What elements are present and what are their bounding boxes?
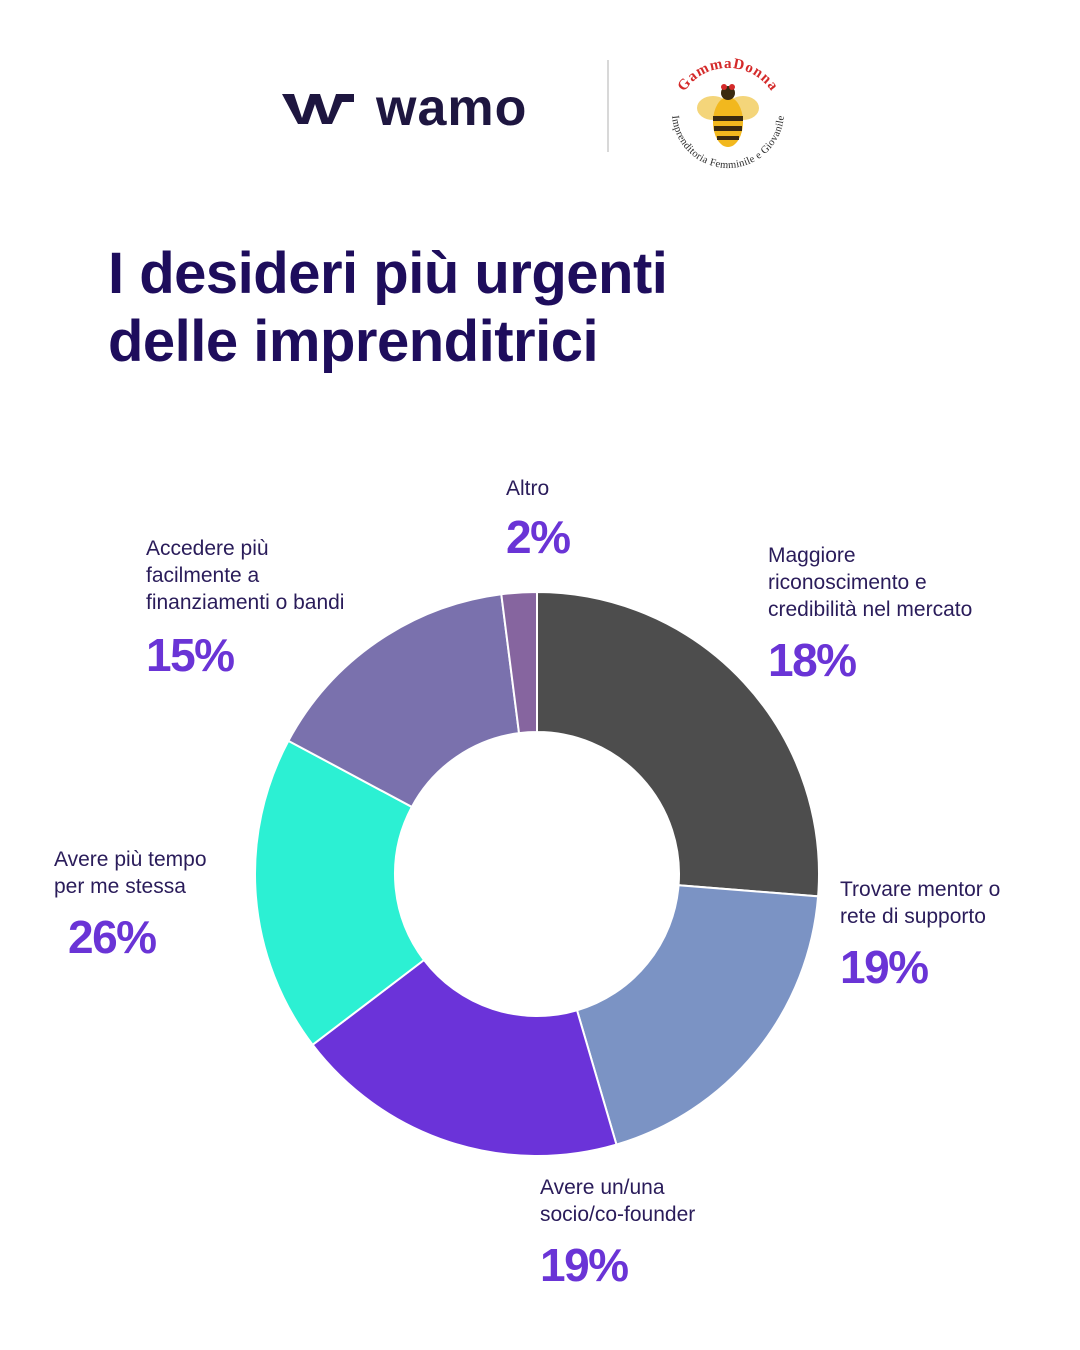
donut-slice-recognition (254, 739, 426, 1047)
slice-value-recognition: 18% (768, 634, 857, 686)
donut-slice-time (536, 590, 820, 898)
slice-name-recognition: Maggiore riconoscimento e credibilità ne… (768, 544, 973, 621)
donut-slice-other (500, 590, 538, 735)
donut-slice-funding (287, 593, 521, 809)
gammadonna-bee-icon: GammaDonna Imprenditoria Femminile e Gio… (669, 56, 786, 171)
slice-value-funding: 15% (146, 629, 235, 681)
slice-name-cofounder: Avere un/una socio/co-founder (540, 1176, 696, 1226)
slice-name-mentor: Trovare mentor o rete di supporto (840, 878, 1001, 928)
gammadonna-logo: GammaDonna Imprenditoria Femminile e Gio… (658, 50, 798, 180)
logo-divider (607, 60, 609, 152)
header: wamo GammaDonna Imprenditoria Femminile … (0, 56, 1080, 178)
title-line-1: I desideri più urgenti (108, 241, 668, 306)
slice-label-time: Avere più tempo per me stessa 26% (54, 846, 207, 964)
slice-value-mentor: 19% (840, 941, 929, 993)
slice-label-funding: Accedere più facilmente a finanziamenti … (146, 535, 344, 682)
slice-name-time: Avere più tempo per me stessa (54, 848, 207, 898)
slice-name-other: Altro (506, 477, 550, 500)
slice-label-recognition: Maggiore riconoscimento e credibilità ne… (768, 542, 972, 687)
slice-label-other: Altro 2% (506, 475, 571, 564)
donut-slice-cofounder (311, 958, 618, 1157)
page-title: I desideri più urgenti delle imprenditri… (108, 240, 1008, 376)
wamo-brand-name: wamo (376, 79, 528, 137)
title-line-2: delle imprenditrici (108, 309, 599, 374)
slice-label-cofounder: Avere un/una socio/co-founder 19% (540, 1174, 695, 1292)
slice-value-other: 2% (506, 511, 571, 563)
donut-slice-mentor (575, 884, 820, 1146)
slice-name-funding: Accedere più facilmente a finanziamenti … (146, 537, 345, 614)
slice-label-mentor: Trovare mentor o rete di supporto 19% (840, 876, 1000, 994)
slice-value-cofounder: 19% (540, 1239, 629, 1291)
slice-value-time: 26% (68, 911, 157, 963)
wamo-mark-icon (282, 94, 354, 124)
wamo-logo: wamo (280, 78, 527, 138)
